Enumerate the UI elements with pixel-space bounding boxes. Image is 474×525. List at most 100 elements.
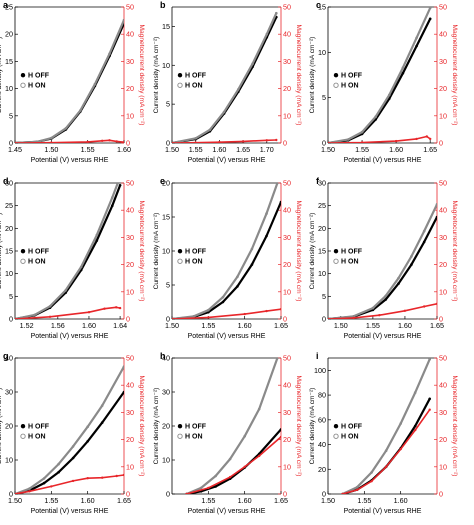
y2-tick-label: 10	[283, 287, 291, 296]
y2-tick-label: 50	[439, 3, 447, 12]
y2-tick-label: 50	[283, 179, 291, 188]
plot-area	[172, 11, 278, 143]
panel-label: i	[316, 351, 319, 361]
y-tick-label: 0	[9, 490, 13, 499]
magnetocurrent-point	[265, 139, 268, 142]
y-tick-label: 60	[318, 415, 326, 424]
h-off-point	[95, 239, 99, 242]
panel-g: g1.50 1.55 1.60 1.6501020304001020304050Pot…	[0, 351, 145, 515]
panel-label: b	[160, 0, 166, 10]
y2-tick-label: 40	[283, 381, 291, 390]
y-tick-label: 40	[162, 354, 170, 363]
h-on-point	[116, 183, 120, 185]
h-on-point	[95, 233, 99, 237]
legend-label-h-on: H ON	[341, 259, 359, 266]
panel-b: b 1.50 1.55 1.60 1.65 1.70 0 5 10 15 0 10 20 30 40 50 Po…	[153, 0, 302, 164]
y2-tick-label: 40	[439, 30, 447, 39]
y-axis-label: Current density (mA cm⁻²)	[309, 388, 316, 465]
y2-tick-label: 10	[126, 287, 134, 296]
h-off-point	[111, 204, 114, 207]
panel-label: e	[160, 176, 165, 186]
y-tick-label: 15	[162, 22, 170, 31]
magnetocurrent-point	[15, 492, 17, 494]
x-axis-label: Potential (V) versus RHE	[344, 157, 422, 164]
y2-axis-label: Magnetocurrent density (mA cm⁻²)	[451, 25, 458, 126]
x-axis-label: Potential (V) versus RHE	[188, 508, 266, 515]
magnetocurrent-point	[403, 309, 407, 312]
y-tick-label: 25	[5, 201, 13, 210]
x-tick-label: 1.65	[430, 321, 444, 330]
y-tick-label: 30	[318, 179, 326, 188]
x-tick-label: 1.60	[82, 321, 96, 330]
h-on-point	[347, 138, 350, 141]
h-on-point	[370, 471, 373, 474]
panel-c: c1.50 1.55 1.60 1.6505101501020304050Potent…	[309, 0, 458, 164]
y-tick-label: 10	[162, 456, 170, 465]
x-tick-label: 1.50	[165, 145, 179, 154]
y2-tick-label: 40	[126, 30, 134, 39]
y2-axis-label: Magnetocurrent density (mA cm⁻²)	[138, 201, 145, 302]
y2-axis-label: Magnetocurrent density (mA cm⁻²)	[295, 25, 302, 126]
y-tick-label: 10	[5, 269, 13, 278]
y-axis-label: Current density (mA cm⁻²)	[153, 37, 160, 114]
magnetocurrent-point	[428, 408, 431, 411]
y2-tick-label: 30	[439, 408, 447, 417]
h-off-point	[42, 481, 46, 485]
magnetocurrent-line	[172, 308, 281, 319]
x-tick-label: 1.65	[274, 321, 288, 330]
y2-axis-label: Magnetocurrent density (mA cm⁻²)	[138, 25, 145, 126]
y-tick-label: 20	[5, 224, 13, 233]
magnetocurrent-point	[415, 137, 418, 141]
magnetocurrent-point	[341, 492, 344, 494]
h-off-point	[384, 298, 388, 301]
h-on-point	[275, 11, 278, 15]
y-tick-label: 15	[5, 57, 13, 66]
h-off-point	[413, 424, 417, 428]
y-axis-label: Current density (mA cm⁻²)	[0, 213, 3, 290]
legend-label-h-off: H OFF	[28, 73, 50, 80]
legend-marker-h-on	[20, 82, 26, 88]
x-tick-label: 1.50	[334, 321, 348, 330]
magnetocurrent-point	[435, 302, 437, 305]
y-axis-label: Current density (mA cm⁻²)	[153, 388, 160, 465]
legend-marker-h-off	[177, 73, 183, 78]
magnetocurrent-point	[258, 454, 261, 458]
magnetocurrent-point	[207, 486, 210, 490]
magnetocurrent-point	[378, 314, 381, 317]
magnetocurrent-point	[115, 474, 118, 478]
y2-tick-label: 30	[439, 233, 447, 242]
y2-tick-label: 50	[283, 3, 291, 12]
magnetocurrent-point	[103, 307, 106, 310]
y-tick-label: 5	[9, 292, 13, 301]
panel-f: f1.50 1.55 1.60 1.6505101520253001020304050…	[309, 176, 458, 340]
h-on-line	[328, 7, 432, 143]
h-off-point	[422, 240, 426, 244]
magnetocurrent-point	[101, 476, 104, 479]
y2-tick-label: 10	[126, 111, 134, 120]
y2-axis-label: Magnetocurrent density (mA cm⁻²)	[451, 376, 458, 477]
h-on-point	[374, 115, 378, 118]
y2-tick-label: 50	[439, 354, 447, 363]
x-tick-label: 1.60	[212, 145, 226, 154]
panel-label: d	[3, 176, 9, 186]
panel-label: h	[160, 351, 166, 361]
y2-tick-label: 30	[126, 57, 134, 66]
y-tick-label: 0	[166, 490, 170, 499]
y-tick-label: 10	[162, 61, 170, 70]
legend-marker-h-on	[177, 258, 183, 264]
y2-tick-label: 30	[283, 233, 291, 242]
h-on-line	[172, 12, 278, 143]
x-tick-label: 1.50	[8, 496, 22, 505]
h-on-point	[410, 255, 413, 258]
h-on-point	[50, 136, 53, 140]
magnetocurrent-point	[71, 479, 75, 483]
y-tick-label: 10	[318, 269, 326, 278]
x-tick-label: 1.56	[51, 321, 65, 330]
h-on-point	[28, 487, 31, 490]
magnetocurrent-point	[115, 140, 118, 143]
magnetocurrent-point	[15, 141, 17, 143]
h-on-point	[384, 449, 388, 453]
y2-tick-label: 0	[283, 315, 287, 324]
y-axis-label: Current density (mA cm⁻²)	[309, 37, 316, 114]
panel-label: f	[316, 176, 320, 186]
